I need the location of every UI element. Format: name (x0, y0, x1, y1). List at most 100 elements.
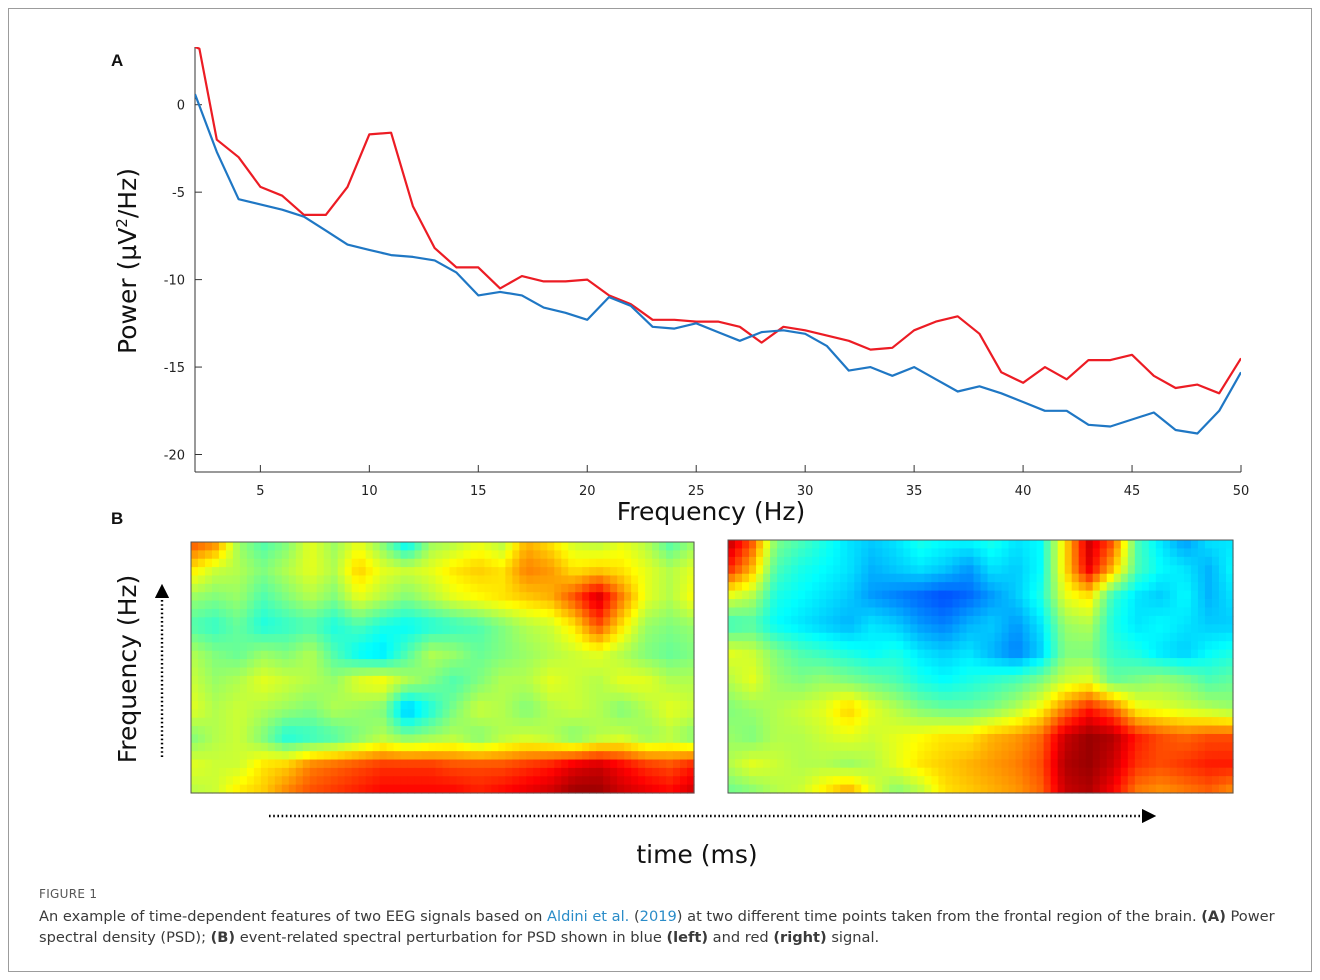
heatmap-cell (596, 558, 604, 568)
heatmap-cell (225, 709, 234, 719)
heatmap-cell (638, 575, 646, 585)
heatmap-cell (519, 634, 527, 643)
heatmap-cell (931, 691, 940, 701)
heatmap-cell (631, 575, 639, 585)
heatmap-cell (959, 717, 968, 727)
heatmap-cell (1071, 666, 1080, 676)
heatmap-cell (197, 700, 206, 710)
heatmap-cell (1190, 556, 1199, 566)
heatmap-cell (798, 742, 806, 752)
heatmap-cell (351, 558, 360, 568)
heatmap-cell (889, 674, 897, 684)
heatmap-cell (903, 599, 911, 609)
heatmap-cell (987, 733, 996, 743)
heatmap-cell (659, 567, 667, 577)
heatmap-cell (931, 742, 940, 752)
heatmap-cell (1106, 624, 1115, 634)
heatmap-cell (491, 659, 499, 669)
heatmap-cell (211, 717, 220, 727)
heatmap-cell (1043, 548, 1052, 558)
heatmap-cell (372, 600, 381, 610)
heatmap-cell (1092, 767, 1101, 777)
heatmap-cell (631, 583, 639, 593)
heatmap-cell (1218, 556, 1227, 566)
heatmap-cell (784, 666, 792, 676)
heatmap-cell (554, 550, 562, 560)
heatmap-cell (917, 733, 925, 743)
heatmap-cell (218, 726, 227, 736)
heatmap-cell (666, 659, 674, 669)
heatmap-cell (631, 667, 639, 677)
heatmap-cell (379, 700, 388, 710)
heatmap-cell (1176, 599, 1185, 609)
heatmap-cell (784, 548, 792, 558)
heatmap-cell (1071, 725, 1080, 735)
heatmap-cell (449, 592, 458, 602)
heatmap-cell (728, 700, 736, 710)
heatmap-cell (1113, 717, 1122, 727)
heatmap-cell (1113, 750, 1122, 760)
heatmap-cell (742, 540, 750, 550)
heatmap-cell (267, 717, 276, 727)
heatmap-cell (1043, 674, 1052, 684)
heatmap-cell (987, 624, 996, 634)
heatmap-cell (777, 725, 785, 735)
heatmap-cell (225, 625, 234, 635)
heatmap-cell (868, 691, 876, 701)
heatmap-cell (526, 784, 534, 794)
heatmap-cell (281, 600, 290, 610)
heatmap-cell (1169, 683, 1178, 693)
heatmap-cell (742, 683, 750, 693)
heatmap-cell (351, 759, 360, 769)
heatmap-cell (1022, 540, 1031, 550)
heatmap-cell (596, 709, 604, 719)
heatmap-cell (819, 582, 827, 592)
heatmap-cell (302, 784, 311, 794)
heatmap-cell (379, 558, 388, 568)
heatmap-cell (994, 767, 1003, 777)
heatmap-cell (1057, 759, 1066, 769)
heatmap-cell (1050, 540, 1059, 550)
heatmap-cell (1127, 700, 1136, 710)
heatmap-cell (260, 726, 269, 736)
heatmap-cell (1036, 624, 1045, 634)
heatmap-cell (1204, 708, 1213, 718)
heatmap-cell (1071, 573, 1080, 583)
heatmap-cell (379, 583, 388, 593)
heatmap-cell (1099, 700, 1108, 710)
heatmap-cell (1190, 615, 1199, 625)
heatmap-cell (442, 709, 451, 719)
heatmap-cell (400, 709, 409, 719)
heatmap-cell (1057, 599, 1066, 609)
heatmap-cell (868, 565, 876, 575)
heatmap-cell (938, 767, 947, 777)
heatmap-cell (379, 751, 388, 761)
figure-caption: FIGURE 1 An example of time-dependent fe… (39, 887, 1309, 948)
heatmap-cell (624, 575, 632, 585)
heatmap-cell (1099, 565, 1108, 575)
heatmap-cell (735, 573, 743, 583)
heatmap-cell (554, 642, 562, 652)
heatmap-cell (666, 575, 674, 585)
heatmap-cell (1176, 691, 1185, 701)
heatmap-cell (673, 776, 681, 786)
heatmap-cell (484, 726, 493, 736)
heatmap-cell (1078, 674, 1087, 684)
heatmap-cell (288, 617, 297, 627)
citation-authors-link[interactable]: Aldini et al. (547, 908, 630, 925)
heatmap-cell (896, 767, 904, 777)
heatmap-cell (246, 659, 255, 669)
heatmap-cell (365, 583, 374, 593)
figure-frame: A 0 -5 -10 -15 -20 5 10 15 20 25 30 35 40 45 50 Frequ… (8, 8, 1312, 972)
heatmap-cell (1078, 540, 1087, 550)
heatmap-cell (610, 734, 618, 744)
heatmap-cell (1162, 649, 1171, 659)
heatmap-cell (1162, 641, 1171, 651)
citation-year-link[interactable]: 2019 (639, 908, 677, 925)
heatmap-cell (861, 666, 869, 676)
heatmap-cell (1043, 700, 1052, 710)
heatmap-cell (211, 583, 220, 593)
heatmap-cell (931, 590, 940, 600)
heatmap-cell (225, 675, 234, 685)
caption-part: An example of time-dependent features of… (39, 908, 548, 925)
